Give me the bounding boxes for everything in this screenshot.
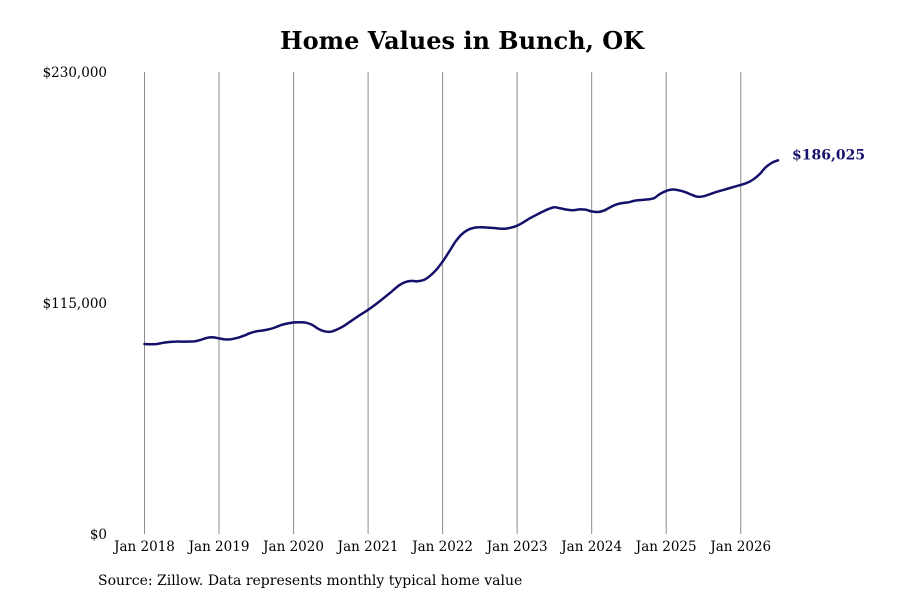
chart-title: Home Values in Bunch, OK [279,26,645,55]
source-note: Source: Zillow. Data represents monthly … [98,573,523,589]
x-tick-label: Jan 2025 [634,539,697,555]
y-tick-label: $0 [90,527,107,543]
x-tick-label: Jan 2023 [485,539,548,555]
x-tick-label: Jan 2019 [187,539,250,555]
home-value-line [143,159,780,346]
y-tick-label: $115,000 [43,296,107,312]
x-tick-label: Jan 2021 [336,539,399,555]
x-tick-label: Jan 2022 [410,539,473,555]
gridlines [144,72,742,534]
end-value-label: $186,025 [792,147,865,163]
x-tick-label: Jan 2018 [112,539,175,555]
x-axis-ticks: Jan 2018 Jan 2019 Jan 2020 Jan 2021 Jan 2022… [112,539,771,555]
y-axis-ticks: $0 $115,000 $230,000 [43,65,107,543]
y-tick-label: $230,000 [43,65,107,81]
x-tick-label: Jan 2020 [261,539,324,555]
x-tick-label: Jan 2026 [708,539,771,555]
x-tick-label: Jan 2024 [559,539,622,555]
